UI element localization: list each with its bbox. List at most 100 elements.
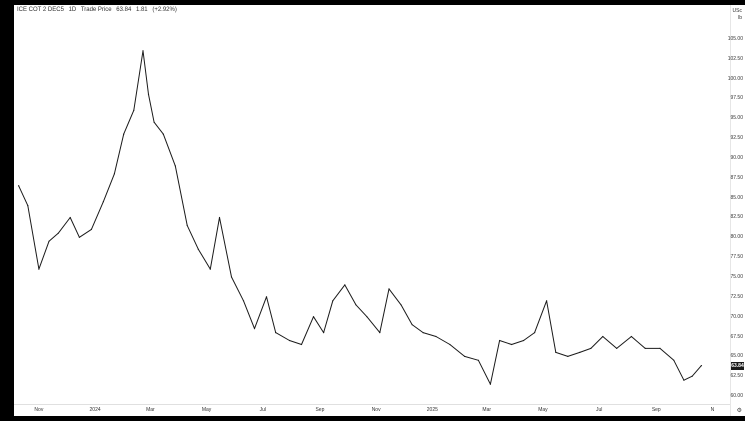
x-tick-label: Nov (34, 407, 44, 413)
price-point (683, 379, 685, 381)
price-point (27, 205, 29, 207)
price-point (567, 355, 569, 357)
y-tick-label: 72.50 (730, 293, 743, 300)
price-point (489, 383, 491, 385)
price-point (242, 300, 245, 302)
x-tick-label: N (710, 407, 715, 413)
y-tick-label: 67.50 (730, 333, 743, 340)
price-point (449, 343, 451, 346)
price-value: 63.84 (116, 7, 132, 13)
price-point (616, 347, 618, 349)
price-point (534, 332, 536, 334)
chart-legend-header: ICE COT 2 DEC5 1D Trade Price 63.84 1.81… (17, 7, 180, 13)
price-point (366, 316, 368, 318)
price-point (162, 133, 164, 135)
change-value: 1.81 (135, 7, 148, 13)
price-point (123, 133, 125, 135)
price-point (355, 304, 357, 306)
price-point (659, 347, 661, 349)
price-point (230, 276, 233, 278)
y-tick-label: 95.00 (730, 115, 743, 122)
price-point (511, 343, 513, 346)
price-plot[interactable] (14, 5, 730, 404)
x-tick-label: May (201, 407, 212, 413)
price-point (388, 288, 390, 290)
price-unit: USc lb (733, 8, 742, 22)
price-point (69, 216, 71, 219)
x-tick-label: Nov (371, 407, 381, 413)
x-tick-label: Jul (259, 407, 266, 413)
currency-unit: USc (732, 8, 742, 14)
price-point (323, 332, 325, 334)
x-tick-label: Mar (482, 407, 492, 413)
y-tick-label: 105.00 (727, 35, 743, 42)
change-pct-value: (+2.92%) (152, 7, 177, 13)
price-point (499, 339, 501, 342)
price-point (422, 332, 424, 334)
price-point (90, 228, 92, 230)
price-point (142, 50, 144, 52)
price-point (113, 173, 115, 175)
price-point (523, 339, 525, 342)
x-tick-label: Sep (315, 407, 325, 413)
y-tick-label: 82.50 (730, 214, 743, 221)
x-tick-label: 2025 (426, 407, 438, 413)
price-point (644, 347, 646, 349)
price-point (691, 375, 693, 377)
price-point (673, 359, 675, 361)
y-tick-label: 77.50 (730, 254, 743, 261)
price-point (197, 248, 199, 250)
price-point (133, 109, 135, 111)
price-point (435, 335, 437, 338)
price-point (332, 300, 334, 302)
price-point (186, 224, 188, 226)
y-tick-label: 80.00 (730, 234, 743, 241)
price-point (18, 185, 20, 187)
y-tick-label: 97.50 (730, 95, 743, 102)
price-point (57, 232, 59, 234)
current-price-tag: 63.84 (731, 361, 744, 370)
price-series-line[interactable] (18, 50, 702, 385)
y-tick-label: 90.00 (730, 154, 743, 161)
interval-label[interactable]: 1D (68, 7, 77, 13)
chart-panel[interactable]: ICE COT 2 DEC5 1D Trade Price 63.84 1.81… (14, 5, 745, 416)
time-axis-divider (14, 404, 730, 405)
y-tick-label: 60.00 (730, 393, 743, 400)
price-point (400, 304, 402, 306)
x-tick-label: Mar (146, 407, 155, 413)
y-tick-label: 100.00 (727, 75, 743, 82)
price-point (78, 236, 80, 238)
y-tick-label: 92.50 (730, 135, 743, 142)
x-tick-label: May (538, 407, 548, 413)
y-tick-label: 87.50 (730, 174, 743, 181)
price-point (38, 268, 40, 270)
price-point (700, 365, 703, 367)
price-point (265, 296, 268, 298)
price-axis-divider (730, 5, 731, 416)
price-point (590, 347, 592, 349)
y-tick-label: 62.50 (730, 373, 743, 380)
price-point (48, 240, 50, 242)
price-point (602, 335, 604, 338)
y-tick-label: 102.50 (727, 55, 743, 62)
price-point (312, 316, 315, 318)
price-point (555, 351, 557, 353)
x-tick-label: 2024 (89, 407, 101, 413)
x-tick-label: Jul (595, 407, 603, 413)
price-point (477, 359, 479, 361)
price-point (546, 300, 548, 302)
symbol-label: ICE COT 2 DEC5 (17, 7, 64, 13)
price-point (218, 216, 221, 219)
price-point (147, 93, 150, 95)
price-point (209, 268, 211, 270)
y-tick-label: 65.00 (730, 353, 743, 360)
price-point (630, 335, 633, 338)
price-point (579, 351, 581, 353)
price-point (411, 324, 413, 326)
gear-icon[interactable]: ⚙ (736, 408, 742, 414)
price-point (253, 328, 256, 330)
price-label: Trade Price (80, 7, 112, 13)
weight-unit: lb (738, 15, 742, 21)
price-point (102, 201, 104, 203)
y-tick-label: 85.00 (730, 194, 743, 201)
